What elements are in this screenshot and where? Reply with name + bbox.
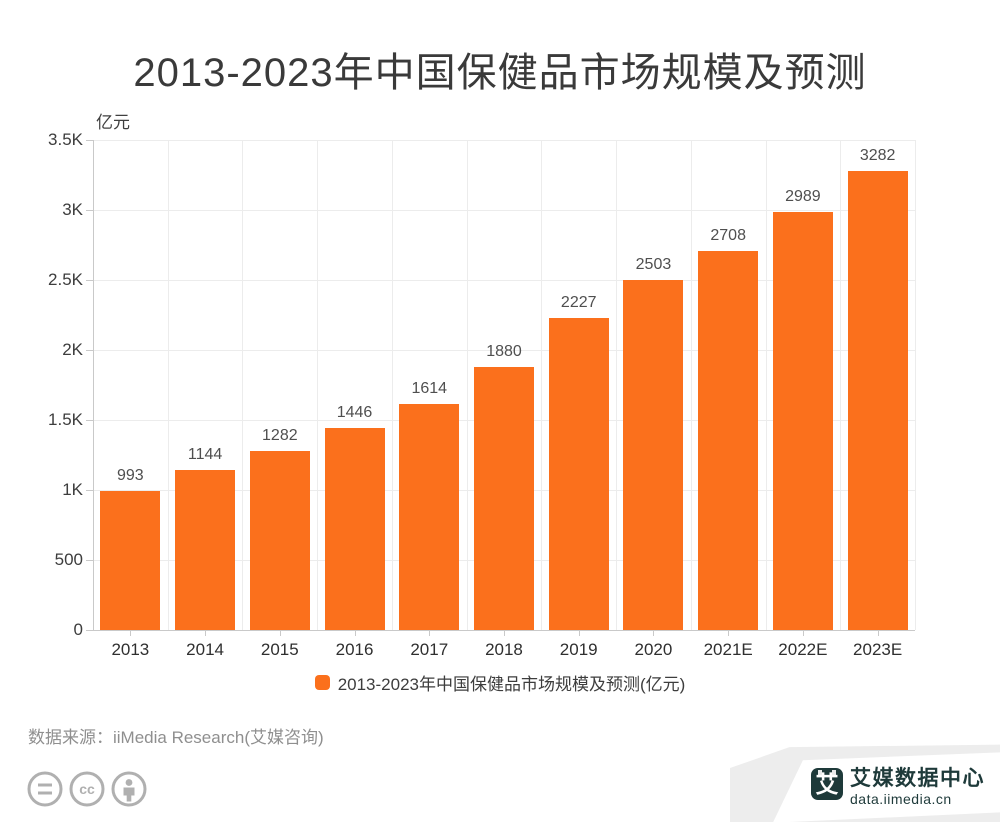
x-axis-tick [279,631,281,636]
x-axis-label: 2014 [186,640,224,659]
x-axis-label: 2018 [485,640,523,659]
gridline-horizontal [93,280,915,281]
y-axis-tick-label: 1K [62,480,83,499]
bar-2016 [324,427,385,630]
bar-2021E [698,250,759,630]
source-note: 数据来源：iiMedia Research(艾媒咨询) [28,728,324,747]
gridline-vertical [541,140,543,630]
logo-notch [818,770,822,775]
bar-value-label: 2227 [560,294,597,312]
gridline-horizontal [93,140,915,141]
x-axis-label: 2022E [778,640,828,659]
gridline-vertical [466,140,468,630]
iimedia-logo-icon: 艾 [811,768,843,800]
bar-2017 [399,404,460,630]
x-axis-tick [802,631,804,636]
bar-value-label: 1282 [262,426,298,444]
y-axis-line [93,140,94,630]
y-axis-tick [86,490,93,491]
bar-2020 [623,279,684,630]
x-axis-tick [205,631,207,636]
gridline-vertical [242,140,244,630]
gridline-vertical [690,140,692,630]
y-axis-tick [86,350,93,351]
y-axis-unit-label: 亿元 [96,113,130,132]
bar-2019 [548,318,609,630]
x-axis-tick [877,631,879,636]
logo-notch [832,770,836,775]
bar-value-label: 3282 [859,146,896,164]
x-axis-label: 2015 [260,640,299,659]
y-axis-tick-label: 3K [62,200,83,219]
gridline-vertical [765,140,767,630]
y-axis-tick-label: 1.5K [48,410,83,429]
y-axis-tick [86,560,93,561]
legend-label: 2013-2023年中国保健品市场规模及预测(亿元) [337,675,686,694]
gridline-vertical [317,140,319,630]
y-axis-tick [86,630,93,631]
brand-text: 艾媒数据中心 data.iimedia.cn [850,768,985,806]
bar-2018 [474,366,534,630]
x-axis-label: 2013 [111,640,150,659]
bar-value-label: 1446 [336,403,373,421]
y-axis-tick-label: 0 [73,620,83,639]
bar-value-label: 1880 [486,342,522,360]
legend-marker [314,675,330,690]
gridline-vertical [840,140,842,630]
gridline-vertical [915,140,916,630]
x-axis-label: 2016 [335,640,374,659]
y-axis-tick-label: 3.5K [48,130,83,149]
bar-value-label: 993 [117,466,144,484]
x-axis-tick [653,631,655,636]
gridline-horizontal [93,350,915,351]
x-axis-line [93,630,915,631]
brand-url: data.iimedia.cn [850,791,952,807]
brand-name: 艾媒数据中心 [850,767,985,790]
bar-value-label: 2503 [635,255,672,273]
x-axis-tick [354,631,356,636]
plot-area: 0 500 1K 1.5K 2K 2.5K 3K 3.5K 993 2013 1144 2014 128… [48,130,916,659]
y-axis-tick [86,280,93,281]
bar-2022E [772,211,833,630]
legend[interactable]: 2013-2023年中国保健品市场规模及预测(亿元) [0,670,1000,695]
y-axis-tick-label: 2.5K [48,270,83,289]
x-axis-label: 2023E [853,640,903,659]
x-axis-tick [504,631,505,636]
bar-2023E [847,170,908,630]
x-axis-tick [130,631,132,636]
y-axis-tick-label: 2K [62,340,83,359]
brand-corner: 艾 艾媒数据中心 data.iimedia.cn [730,735,1000,822]
gridline-vertical [167,140,169,630]
equals-icon [26,770,64,808]
cc-icon: cc [68,770,106,808]
x-axis-tick [578,631,580,636]
gridline-vertical [391,140,393,630]
bar-value-label: 1614 [411,380,448,398]
x-axis-tick [429,631,431,636]
x-axis-label: 2021E [703,640,753,659]
y-axis-tick [86,420,93,421]
y-axis-tick [86,210,93,211]
bar-value-label: 2708 [710,226,746,244]
x-axis-label: 2020 [634,640,673,659]
y-axis-tick-label: 500 [54,550,83,569]
brand-logo: 艾 艾媒数据中心 data.iimedia.cn [811,768,985,806]
license-icons: cc [26,770,148,808]
gridline-horizontal [93,210,915,211]
x-axis-label: 2019 [559,640,598,659]
x-axis-label: 2017 [410,640,449,659]
svg-text:cc: cc [79,781,95,797]
bar-value-label: 1144 [187,445,223,463]
y-axis-tick [86,140,93,141]
bar-2015 [249,450,310,630]
person-icon [110,770,148,808]
bar-value-label: 2989 [785,187,821,205]
bar-2014 [175,469,236,630]
x-axis-tick [728,631,730,636]
chart-title: 2013-2023年中国保健品市场规模及预测 [133,51,867,95]
gridline-vertical [616,140,618,630]
bar-2013 [100,490,161,630]
logo-glyph: 艾 [815,771,839,797]
